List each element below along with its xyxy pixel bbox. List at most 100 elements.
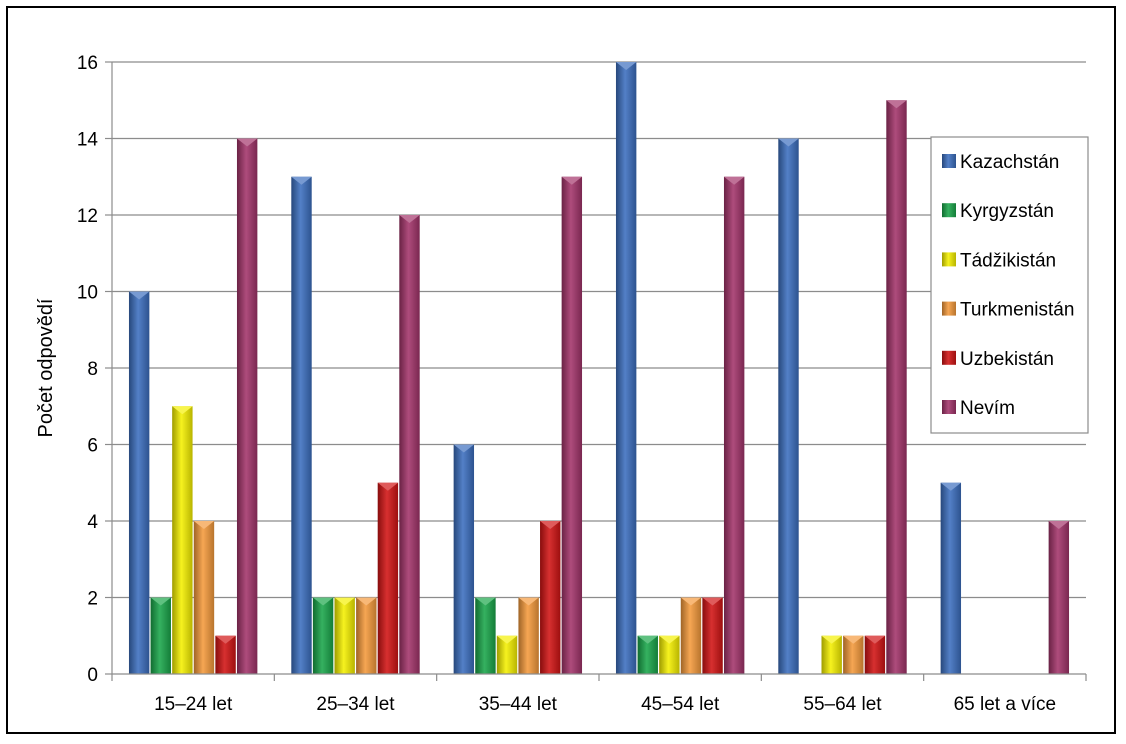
bar-top-bevel xyxy=(334,597,355,606)
bar-top-bevel xyxy=(150,597,171,606)
bar-body xyxy=(291,176,312,674)
y-axis-ticks: 0 2 4 6 8 10 12 14 16 xyxy=(77,53,112,686)
bar-top-bevel xyxy=(886,100,907,109)
bar-body xyxy=(172,406,193,674)
legend-swatch xyxy=(942,301,956,316)
bar-top-bevel xyxy=(940,482,962,491)
bars xyxy=(128,62,1070,674)
bar-body xyxy=(702,597,723,674)
y-tick-label: 14 xyxy=(77,130,99,151)
bar-top-bevel xyxy=(518,597,539,606)
bar-body xyxy=(886,100,907,674)
bar-top-bevel xyxy=(680,597,702,606)
bar-body xyxy=(659,635,680,674)
bar xyxy=(356,597,377,674)
bar xyxy=(680,597,702,674)
bar-body xyxy=(377,482,399,674)
legend-swatch xyxy=(942,350,956,365)
bar xyxy=(453,444,475,674)
bar-top-bevel xyxy=(821,635,842,644)
bar-top-bevel xyxy=(215,635,236,644)
bar xyxy=(150,597,171,674)
bar-body xyxy=(150,597,171,674)
legend-label: Tádžikistán xyxy=(960,250,1056,271)
bar-body xyxy=(723,176,745,674)
x-tick-label: 15–24 let xyxy=(154,694,233,715)
legend-item: Kyrgyzstán xyxy=(942,201,1054,222)
bar xyxy=(128,291,150,674)
bar xyxy=(193,521,215,674)
bar xyxy=(778,138,799,674)
legend-label: Nevím xyxy=(960,398,1015,419)
bar-top-bevel xyxy=(659,635,680,644)
bar-body xyxy=(680,597,702,674)
x-tick-label: 55–64 let xyxy=(803,694,882,715)
bar-top-bevel xyxy=(193,521,215,529)
bar xyxy=(940,482,962,674)
bar xyxy=(561,176,583,674)
x-tick-label: 35–44 let xyxy=(479,694,558,715)
bar-body xyxy=(940,482,962,674)
legend-label: Kazachstán xyxy=(960,152,1059,173)
bar-body xyxy=(496,635,518,674)
bar xyxy=(291,176,312,674)
bar-body xyxy=(864,635,886,674)
bar-body xyxy=(334,597,355,674)
bar-body xyxy=(540,521,561,674)
bar-top-bevel xyxy=(399,215,420,223)
bar-top-bevel xyxy=(453,444,475,453)
bar-top-bevel xyxy=(540,521,561,529)
y-axis-label: Počet odpovědí xyxy=(35,298,57,437)
bar xyxy=(377,482,399,674)
bar xyxy=(540,521,561,674)
bar xyxy=(312,597,334,674)
gridlines xyxy=(112,61,1086,599)
bar-top-bevel xyxy=(864,635,886,644)
y-tick-label: 6 xyxy=(87,436,98,457)
bar-body xyxy=(561,176,583,674)
bar-body xyxy=(475,597,496,674)
bar-top-bevel xyxy=(312,597,334,606)
bar-body xyxy=(843,635,864,674)
y-tick-label: 2 xyxy=(87,589,98,610)
y-tick-label: 0 xyxy=(87,665,98,686)
legend-swatch xyxy=(942,203,956,218)
bar-body xyxy=(778,138,799,674)
bar-top-bevel xyxy=(475,597,496,606)
bar xyxy=(843,635,864,674)
y-tick-label: 8 xyxy=(87,359,98,380)
legend-item: Kazachstán xyxy=(942,152,1059,173)
bar xyxy=(821,635,842,674)
bar-body xyxy=(236,138,258,674)
bar-top-bevel xyxy=(723,176,745,185)
bar-top-bevel xyxy=(615,62,637,70)
bar xyxy=(172,406,193,674)
legend-swatch xyxy=(942,154,956,168)
x-axis-ticks: 15–24 let 25–34 let 35–44 let 45–54 let 55–6… xyxy=(111,674,1087,715)
bar-top-bevel xyxy=(778,138,799,147)
bar-top-bevel xyxy=(561,176,583,185)
bar-body xyxy=(356,597,377,674)
bar-body xyxy=(193,521,215,674)
bar-body xyxy=(821,635,842,674)
bar xyxy=(334,597,355,674)
bar xyxy=(475,597,496,674)
bar-top-bevel xyxy=(1048,521,1070,529)
legend-label: Kyrgyzstán xyxy=(960,201,1054,222)
x-tick-label: 65 let a více xyxy=(954,694,1056,715)
bar-body xyxy=(128,291,150,674)
bar xyxy=(723,176,745,674)
bar xyxy=(518,597,539,674)
bar xyxy=(702,597,723,674)
y-tick-label: 12 xyxy=(77,206,98,227)
bar-top-bevel xyxy=(172,406,193,415)
bar-top-bevel xyxy=(637,635,658,644)
legend-item: Turkmenistán xyxy=(942,300,1074,321)
x-tick-label: 25–34 let xyxy=(316,694,395,715)
bar-body xyxy=(518,597,539,674)
bar xyxy=(615,62,637,674)
bar-body xyxy=(399,215,420,674)
bar-top-bevel xyxy=(236,138,258,147)
y-tick-label: 4 xyxy=(87,512,98,533)
legend-item: Nevím xyxy=(942,398,1015,419)
